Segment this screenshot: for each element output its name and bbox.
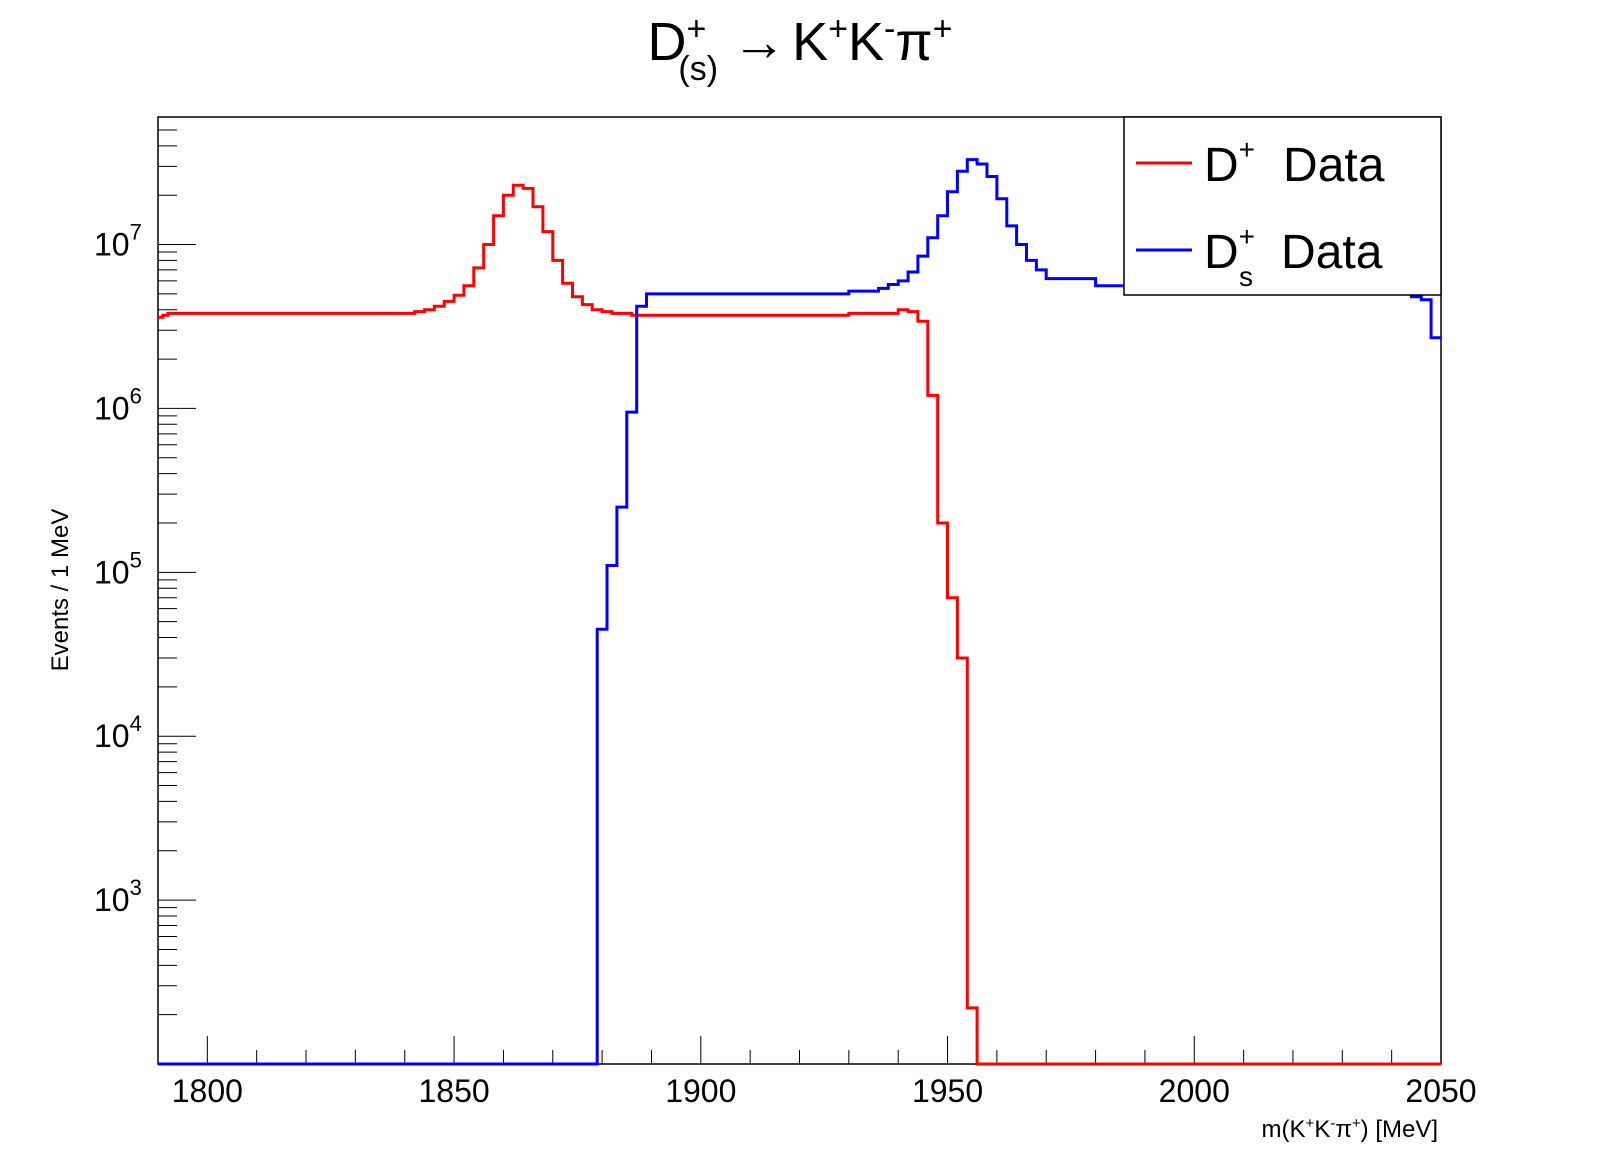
- xlabel-part-3: π: [1335, 1116, 1352, 1143]
- y-tick-label: 104: [94, 711, 142, 754]
- legend-ds-plus-d: D: [1204, 226, 1239, 279]
- x-tick-label: 1900: [665, 1073, 736, 1109]
- title-arrow: →: [732, 12, 786, 72]
- y-tick-label: 103: [94, 875, 142, 918]
- xlabel-sup-3: +: [1352, 1115, 1361, 1132]
- legend-label-ds-plus: D+ s Data: [1204, 221, 1383, 292]
- legend-d-plus-data: Data: [1283, 139, 1385, 192]
- y-tick-label: 105: [94, 547, 142, 590]
- title-k2: K: [848, 12, 884, 72]
- title-k2-sup: -: [884, 10, 895, 48]
- title-pi: π: [895, 12, 932, 72]
- chart-title: D+ (s) → K+K-π+: [648, 10, 953, 88]
- legend-d-plus-d: D: [1204, 139, 1239, 192]
- x-tick-label: 2050: [1405, 1073, 1476, 1109]
- legend-label-d-plus: D+ Data: [1204, 134, 1385, 192]
- title-pi-sup: +: [933, 10, 953, 48]
- series-d-plus-data: [158, 183, 1441, 1066]
- xlabel-part-4: ) [MeV]: [1361, 1116, 1438, 1143]
- title-k1-sup: +: [828, 10, 848, 48]
- x-axis-label: m(K+K-π+) [MeV]: [1262, 1115, 1438, 1143]
- title-d: D: [648, 12, 687, 72]
- legend-ds-plus-sub: s: [1239, 261, 1253, 292]
- x-tick-label: 1850: [418, 1073, 489, 1109]
- x-axis: 1800 1850 1900 1950 2000 2050: [157, 1036, 1477, 1109]
- xlabel-part-2: K: [1314, 1116, 1330, 1143]
- y-axis-label: Events / 1 MeV: [47, 509, 74, 672]
- title-d-sup: +: [687, 10, 707, 48]
- y-tick-label: 107: [94, 220, 142, 263]
- y-tick-label: 106: [94, 383, 142, 426]
- y-axis: 103 104 105 106 107: [94, 116, 196, 1065]
- xlabel-sup-2: -: [1330, 1115, 1335, 1132]
- legend-box: [1123, 116, 1442, 296]
- legend-ds-plus-data: Data: [1281, 226, 1383, 279]
- x-tick-label: 1950: [912, 1073, 983, 1109]
- x-tick-label: 2000: [1159, 1073, 1230, 1109]
- xlabel-sup-1: +: [1306, 1115, 1315, 1132]
- legend: D+ Data D+ s Data: [1123, 116, 1442, 296]
- x-tick-label: 1800: [172, 1073, 243, 1109]
- title-k1: K: [792, 12, 828, 72]
- legend-d-plus-sup: +: [1239, 134, 1255, 165]
- xlabel-part-1: m(K: [1262, 1116, 1306, 1143]
- legend-ds-plus-sup: +: [1239, 221, 1255, 252]
- title-d-sub: (s): [678, 50, 718, 88]
